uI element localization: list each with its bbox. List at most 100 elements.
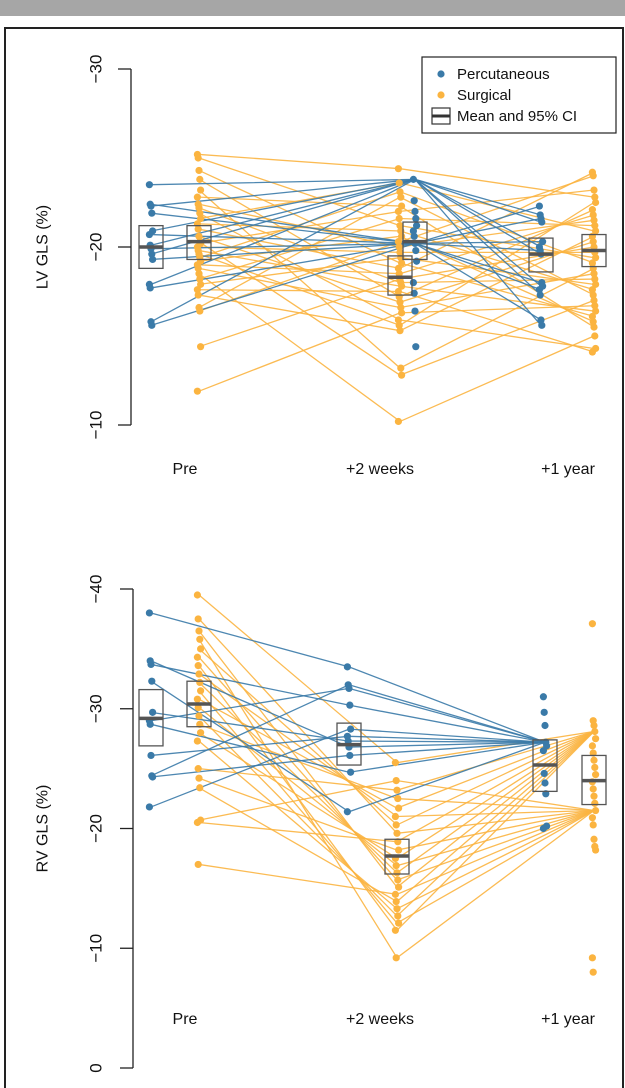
data-point [194, 860, 202, 869]
data-point [592, 307, 600, 315]
data-point [591, 763, 599, 772]
data-point [539, 238, 547, 246]
y-tick-label: −20 [87, 233, 106, 262]
legend-marker-surgical [437, 91, 445, 99]
data-point [196, 784, 204, 792]
data-point [197, 343, 205, 351]
data-point [146, 284, 154, 292]
y-axis-title: LV GLS (%) [35, 205, 52, 289]
data-point [395, 243, 403, 251]
data-point [591, 302, 599, 310]
data-point [588, 954, 597, 962]
data-point [590, 792, 598, 800]
data-point [197, 645, 205, 653]
data-point [539, 747, 548, 755]
legend: Percutaneous Surgical Mean and 95% CI [421, 56, 617, 134]
data-point [194, 662, 202, 670]
data-point [588, 206, 597, 214]
data-point [345, 684, 353, 692]
data-point [395, 179, 403, 187]
data-point [395, 321, 403, 329]
data-point [194, 291, 202, 299]
data-point [397, 303, 405, 312]
legend-box [421, 56, 617, 134]
data-point [398, 202, 406, 210]
data-point [193, 387, 201, 395]
data-point [409, 227, 417, 235]
data-point [592, 227, 600, 235]
data-point [392, 862, 400, 870]
data-point [195, 204, 203, 212]
data-point [195, 670, 203, 678]
data-point [398, 259, 406, 267]
data-point [197, 280, 205, 288]
y-tick-label: 0 [87, 1063, 106, 1072]
data-point [346, 701, 354, 709]
data-point [148, 209, 156, 217]
data-point [193, 818, 201, 827]
data-point [412, 214, 420, 223]
x-category-label: +1 year [541, 461, 595, 478]
data-point [195, 232, 203, 240]
data-point [391, 812, 399, 821]
data-point [592, 254, 600, 262]
data-point [410, 197, 418, 205]
data-point [589, 318, 597, 326]
data-point [196, 678, 204, 687]
data-point [149, 708, 157, 716]
legend-label: Percutaneous [457, 66, 550, 83]
x-category-label: +2 weeks [346, 1011, 414, 1028]
data-point [539, 693, 548, 701]
data-point [197, 729, 205, 737]
data-point [392, 821, 400, 829]
data-point [535, 286, 544, 294]
data-point [590, 216, 598, 224]
data-point [590, 270, 598, 278]
data-point [147, 751, 155, 760]
data-point [393, 786, 401, 794]
data-point [588, 814, 597, 822]
data-point [592, 280, 600, 288]
data-point [590, 756, 598, 764]
series-points-surgical [193, 150, 600, 426]
data-point [592, 735, 600, 743]
data-point [588, 742, 597, 750]
data-point [590, 243, 598, 251]
data-point [193, 737, 201, 745]
data-point [195, 712, 203, 720]
data-point [196, 209, 204, 217]
data-point [396, 188, 404, 196]
data-point [147, 202, 155, 210]
data-point [394, 876, 402, 884]
data-point [535, 202, 544, 210]
y-tick-label: −30 [87, 55, 106, 84]
data-point [343, 808, 351, 816]
data-point [194, 154, 202, 162]
data-point [397, 193, 405, 201]
data-point [394, 264, 402, 272]
data-point [149, 255, 157, 264]
data-point [193, 286, 201, 294]
x-category-label: Pre [173, 461, 198, 478]
data-point [590, 835, 598, 843]
data-point [539, 824, 548, 833]
data-point [590, 721, 598, 730]
data-point [395, 270, 403, 278]
y-axis-title: RV GLS (%) [35, 785, 52, 873]
data-point [393, 869, 401, 877]
data-point [196, 307, 204, 315]
data-point [344, 737, 352, 745]
data-point [537, 316, 545, 324]
data-point [395, 919, 403, 927]
data-point [148, 250, 156, 258]
data-point [196, 635, 204, 643]
panel-bottom: −40 −30 −20 −10 0 RV GLS (%) Pre +2 weeks +1 yea… [35, 575, 607, 1073]
legend-label: Surgical [457, 87, 511, 104]
data-point [396, 222, 404, 230]
data-point [395, 846, 403, 854]
data-point [589, 172, 597, 180]
data-point [394, 287, 402, 296]
data-point [393, 829, 401, 837]
data-point [197, 186, 205, 194]
panel-top: −30 −20 −10 LV GLS (%) Pre +2 weeks +1 year [35, 55, 607, 478]
